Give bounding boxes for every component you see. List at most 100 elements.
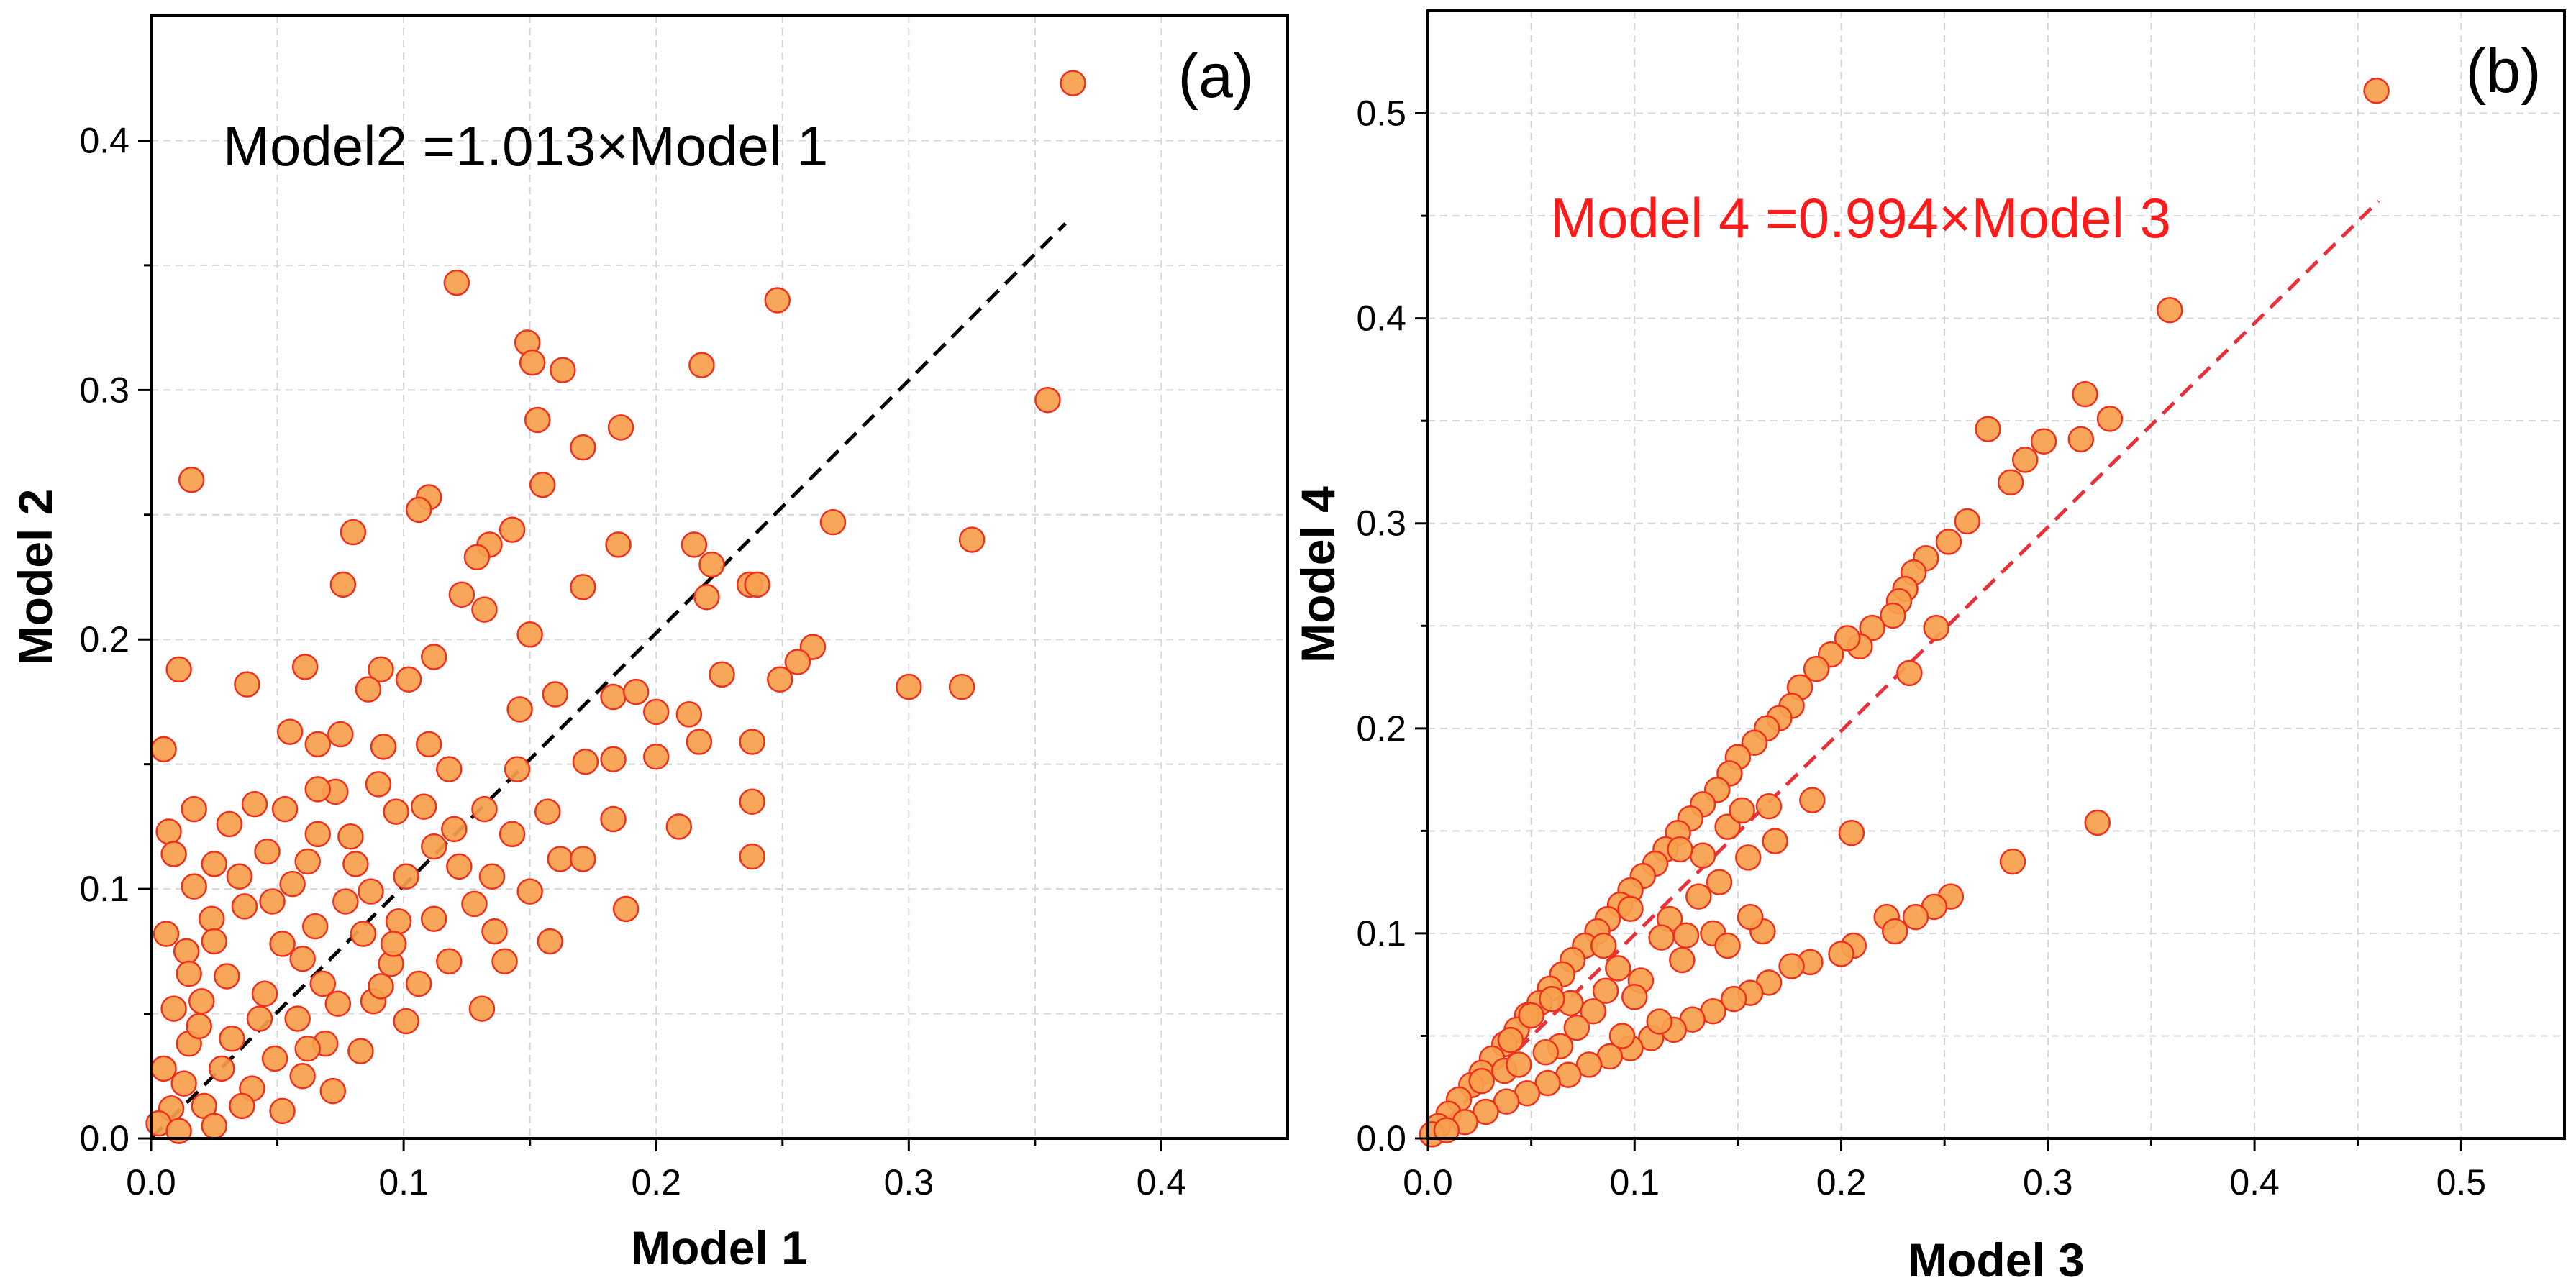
panel-a-point-91 [173,938,200,965]
panel-a-point-150 [410,793,437,820]
panel-b-point-91 [1433,1117,1460,1143]
panel-a-point-139 [420,833,447,860]
panel-a-point-112 [393,1008,419,1035]
panel-a-point-25 [329,571,357,598]
panel-a-point-142 [254,838,281,865]
panel-a-grid [151,16,1288,1138]
panel-a-point-82 [393,863,419,890]
panel-a-points [145,70,1086,1144]
panel-a-point-64 [600,805,627,833]
panel-b-point-5 [2030,428,2057,455]
panel-b-point-106 [1468,1067,1495,1095]
panel-a-point-74 [294,848,321,875]
panel-b-point-58 [1762,828,1788,854]
panel-a-point-97 [350,921,377,947]
panel-a-point-19 [958,526,986,553]
panel-b-point-113 [1648,924,1675,951]
panel-b-point-102 [1714,932,1741,959]
panel-a-point-40 [709,661,735,688]
panel-a-point-81 [446,853,473,880]
panel-a-point-138 [478,863,506,890]
panel-a-point-143 [441,816,468,843]
panel-b-y-tick-label-5: 0.5 [1356,93,1406,134]
panel-b-equation-annotation: Model 4 =0.994×Model 3 [1550,186,2171,250]
panel-a-point-56 [686,729,713,755]
panel-a-x-tick-label-1: 0.1 [378,1162,429,1202]
panel-a-point-89 [226,863,253,890]
panel-a-point-95 [259,888,286,915]
panel-a-point-34 [420,644,447,670]
panel-a-x-tick-label-2: 0.2 [631,1162,681,1202]
panel-a-point-145 [186,1013,212,1040]
panel-b-point-89 [1473,1098,1499,1125]
panel-a-point-105 [251,980,278,1008]
panel-b-point-6 [1975,416,2001,442]
panel-a-point-149 [622,678,650,705]
panel-a-point-85 [537,928,564,955]
panel-a-point-87 [468,995,496,1022]
panel-a-label: (a) [1178,42,1253,111]
panel-a-point-78 [471,795,498,823]
panel-a-point-129 [201,1113,228,1139]
panel-b-point-115 [1714,813,1741,840]
panel-a-point-53 [370,734,397,760]
panel-a-x-tick-label-3: 0.3 [884,1162,934,1202]
panel-a-point-2 [764,287,791,314]
panel-a-y-tick-label-2: 0.2 [79,619,129,659]
panel-a-point-4 [519,349,546,376]
panel-a-point-72 [160,841,187,867]
panel-a-point-30 [471,596,498,623]
panel-b-point-116 [1729,797,1755,824]
panel-a-point-108 [188,987,215,1015]
panel-a-point-15 [819,508,847,536]
panel-b-point-94 [1669,946,1696,974]
panel-a-point-16 [340,519,367,546]
panel-a-point-124 [269,1097,296,1125]
panel-a-point-84 [481,918,508,945]
panel-b-point-120 [1539,985,1565,1013]
panel-b-point-103 [1737,903,1764,931]
panel-a-point-1 [443,269,470,296]
panel-a-point-43 [896,673,922,700]
panel-a-point-136 [201,928,228,955]
panel-a-point-69 [271,795,299,823]
panel-a-point-134 [332,888,359,915]
panel-b-x-axis-title: Model 3 [1908,1233,2085,1287]
panel-a-point-24 [570,574,596,600]
panel-a-point-37 [165,656,192,683]
panel-a-y-tick-label-0: 0.0 [79,1118,129,1159]
panel-a-point-8 [524,406,551,434]
panel-a-x-tick-label-0: 0.0 [126,1162,176,1202]
panel-a-point-131 [309,970,337,997]
panel-b-point-69 [1902,903,1929,931]
panel-b-point-77 [1720,985,1747,1013]
panel-b-point-56 [1706,869,1733,895]
panel-a-point-11 [178,466,205,493]
panel-a-point-151 [365,771,392,798]
panel-b-point-107 [1580,997,1607,1025]
panel-a-axes-frame [150,14,1289,1140]
panel-a-point-80 [499,821,526,848]
panel-a-point-98 [420,905,447,932]
panel-b-point-2 [2096,406,2124,432]
panel-a-y-axis-title: Model 2 [9,489,62,666]
panel-b-point-101 [1646,1008,1672,1035]
panel-a-point-96 [301,913,329,940]
panel-a-point-31 [516,621,543,648]
panel-a-point-110 [284,1005,311,1032]
panel-a-point-52 [415,731,442,758]
panel-a-point-135 [279,870,306,898]
panel-a-point-51 [327,721,354,748]
panel-a-point-10 [570,434,596,461]
panel-b-point-8 [1997,469,2024,495]
panel-a-point-73 [181,873,207,900]
panel-b-point-109 [1532,1039,1559,1066]
panel-b-point-117 [1667,836,1693,863]
panel-b-y-tick-label-0: 0.0 [1356,1118,1406,1159]
panel-a-y-tick-label-1: 0.1 [79,869,129,909]
panel-a-point-45 [542,681,569,708]
panel-a-point-39 [767,666,793,693]
panel-b-point-65 [1999,848,2026,875]
panel-b-point-119 [1590,932,1617,959]
panel-b-y-tick-label-1: 0.1 [1356,913,1406,954]
